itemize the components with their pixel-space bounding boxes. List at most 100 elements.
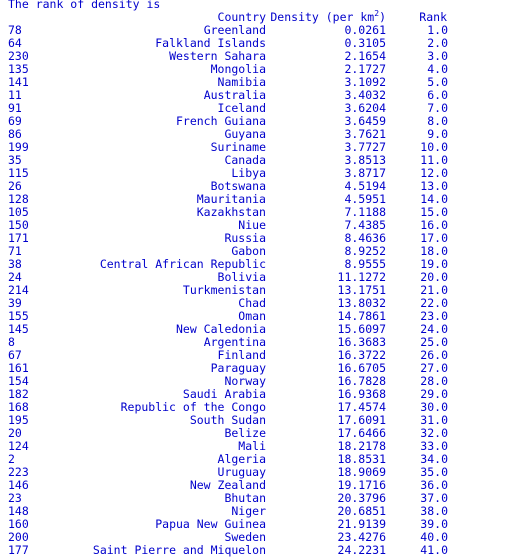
row-country: Niger	[231, 504, 266, 518]
row-density: 4.5194	[344, 179, 386, 193]
row-density: 3.7621	[344, 127, 386, 141]
row-rank: 14.0	[420, 192, 448, 206]
row-density: 4.5951	[344, 192, 386, 206]
row-index: 78	[8, 23, 22, 37]
row-rank: 5.0	[427, 75, 448, 89]
row-density: 18.8531	[337, 452, 386, 466]
row-density: 20.6851	[337, 504, 386, 518]
table-row: 154 Norway 16.7828 28.0	[0, 375, 507, 388]
row-density: 16.3683	[337, 335, 386, 349]
row-density: 20.3796	[337, 491, 386, 505]
row-country: Russia	[224, 231, 266, 245]
table-row: 171 Russia 8.4636 17.0	[0, 232, 507, 245]
row-country: Mauritania	[196, 192, 266, 206]
row-rank: 27.0	[420, 361, 448, 375]
row-rank: 11.0	[420, 153, 448, 167]
row-country: Australia	[203, 88, 266, 102]
row-rank: 39.0	[420, 517, 448, 531]
row-rank: 7.0	[427, 101, 448, 115]
table-body: 78 Greenland 0.0261 1.0 64 Falkland Islands 0.…	[0, 24, 507, 557]
row-rank: 15.0	[420, 205, 448, 219]
row-density: 16.3722	[337, 348, 386, 362]
table-row: 150 Niue 7.4385 16.0	[0, 219, 507, 232]
row-density: 3.4032	[344, 88, 386, 102]
row-index: 23	[8, 491, 22, 505]
table-row: 105 Kazakhstan 7.1188 15.0	[0, 206, 507, 219]
row-country: Finland	[217, 348, 266, 362]
row-country: Oman	[238, 309, 266, 323]
header-country: Country	[217, 10, 266, 24]
row-rank: 20.0	[420, 270, 448, 284]
row-rank: 2.0	[427, 36, 448, 50]
row-density: 16.6705	[337, 361, 386, 375]
row-country: Algeria	[217, 452, 266, 466]
table-row: 199 Suriname 3.7727 10.0	[0, 141, 507, 154]
row-index: 141	[8, 75, 29, 89]
table-row: 124 Mali 18.2178 33.0	[0, 440, 507, 453]
row-index: 71	[8, 244, 22, 258]
table-row: 39 Chad 13.8032 22.0	[0, 297, 507, 310]
row-rank: 17.0	[420, 231, 448, 245]
row-density: 3.6204	[344, 101, 386, 115]
row-density: 8.9555	[344, 257, 386, 271]
row-index: 69	[8, 114, 22, 128]
row-density: 2.1654	[344, 49, 386, 63]
row-index: 105	[8, 205, 29, 219]
table-row: 26 Botswana 4.5194 13.0	[0, 180, 507, 193]
row-density: 3.7727	[344, 140, 386, 154]
row-index: 199	[8, 140, 29, 154]
row-country: Central African Republic	[99, 257, 266, 271]
row-rank: 9.0	[427, 127, 448, 141]
row-country: Greenland	[203, 23, 266, 37]
table-row: 38 Central African Republic 8.9555 19.0	[0, 258, 507, 271]
row-density: 13.8032	[337, 296, 386, 310]
row-country: Niue	[238, 218, 266, 232]
row-rank: 22.0	[420, 296, 448, 310]
table-row: 86 Guyana 3.7621 9.0	[0, 128, 507, 141]
row-country: New Caledonia	[175, 322, 266, 336]
table-row: 2 Algeria 18.8531 34.0	[0, 453, 507, 466]
row-rank: 32.0	[420, 426, 448, 440]
row-index: 24	[8, 270, 22, 284]
row-index: 39	[8, 296, 22, 310]
row-country: Paraguay	[210, 361, 266, 375]
table-row: 11 Australia 3.4032 6.0	[0, 89, 507, 102]
header-rank: Rank	[419, 10, 447, 24]
row-rank: 40.0	[420, 530, 448, 544]
table-row: 195 South Sudan 17.6091 31.0	[0, 414, 507, 427]
table-row: 145 New Caledonia 15.6097 24.0	[0, 323, 507, 336]
row-density: 8.9252	[344, 244, 386, 258]
table-row: 23 Bhutan 20.3796 37.0	[0, 492, 507, 505]
row-rank: 35.0	[420, 465, 448, 479]
row-country: Canada	[224, 153, 266, 167]
row-country: Libya	[231, 166, 266, 180]
row-rank: 21.0	[420, 283, 448, 297]
row-index: 154	[8, 374, 29, 388]
table-row: 8 Argentina 16.3683 25.0	[0, 336, 507, 349]
row-rank: 33.0	[420, 439, 448, 453]
table-row: 146 New Zealand 19.1716 36.0	[0, 479, 507, 492]
row-index: 91	[8, 101, 22, 115]
row-rank: 26.0	[420, 348, 448, 362]
row-index: 145	[8, 322, 29, 336]
row-density: 17.6466	[337, 426, 386, 440]
table-row: 168 Republic of the Congo 17.4574 30.0	[0, 401, 507, 414]
row-rank: 41.0	[420, 543, 448, 557]
row-index: 20	[8, 426, 22, 440]
header-density-superscript: 2	[374, 9, 380, 19]
row-rank: 10.0	[420, 140, 448, 154]
row-density: 13.1751	[337, 283, 386, 297]
row-country: South Sudan	[189, 413, 266, 427]
row-density: 18.9069	[337, 465, 386, 479]
row-index: 124	[8, 439, 29, 453]
header-density-label: Density (per km	[270, 10, 375, 24]
row-density: 23.4276	[337, 530, 386, 544]
row-rank: 19.0	[420, 257, 448, 271]
row-country: Argentina	[203, 335, 266, 349]
table-row: 160 Papua New Guinea 21.9139 39.0	[0, 518, 507, 531]
row-index: 168	[8, 400, 29, 414]
row-density: 3.6459	[344, 114, 386, 128]
row-country: Sweden	[224, 530, 266, 544]
row-country: Saint Pierre and Miquelon	[92, 543, 266, 557]
header-density: Density (per km2)	[268, 9, 386, 24]
